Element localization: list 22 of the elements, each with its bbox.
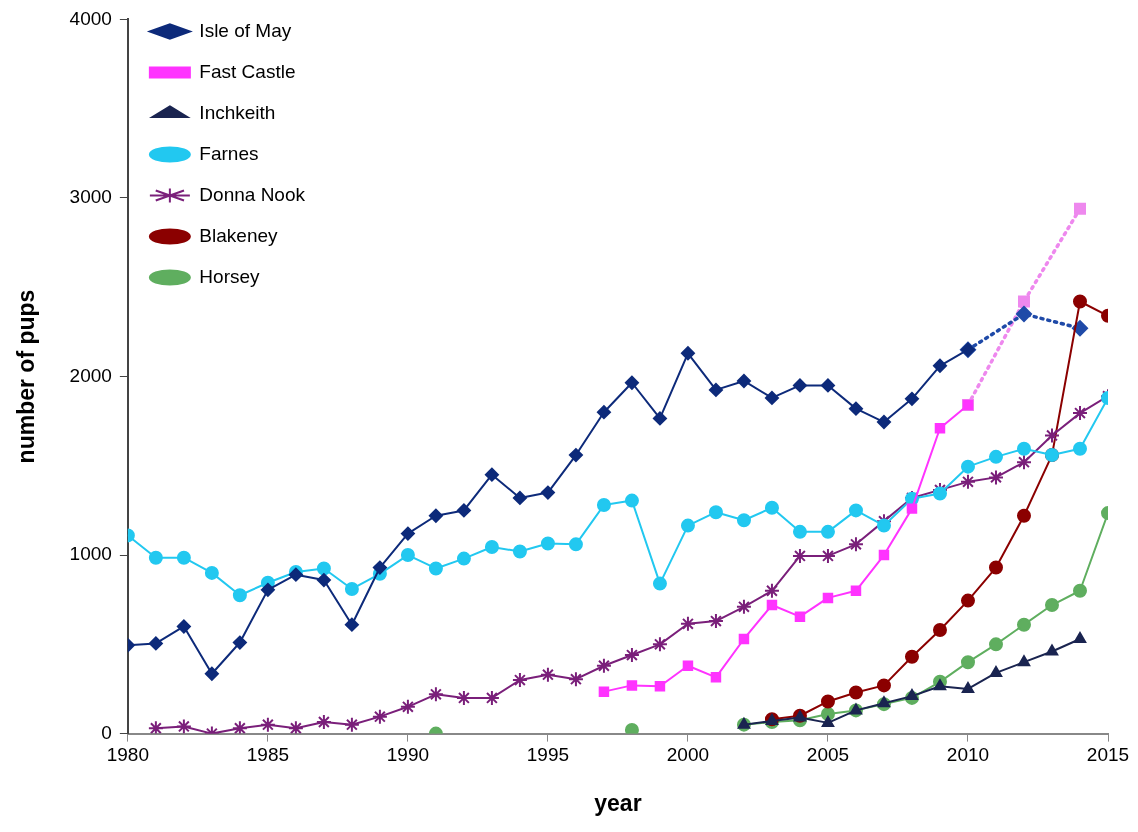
y-tick-label: 2000	[69, 364, 112, 386]
x-tick-label: 2010	[946, 744, 990, 766]
x-tick-label: 1985	[246, 744, 290, 766]
y-tick-label: 4000	[69, 7, 112, 29]
y-tick-label: 3000	[69, 186, 112, 208]
x-axis-title: year	[594, 789, 642, 816]
legend-label: Blakeney	[199, 224, 279, 246]
legend-label: Fast Castle	[199, 60, 296, 82]
x-tick-label: 2005	[806, 744, 850, 766]
y-tick-label: 0	[101, 721, 112, 743]
x-tick-label: 1980	[106, 744, 150, 766]
legend-label: Inchkeith	[199, 101, 276, 123]
legend-label: Isle of May	[199, 19, 292, 41]
legend-label: Horsey	[199, 265, 261, 287]
y-tick-label: 1000	[69, 543, 112, 565]
x-tick-label: 2000	[666, 744, 710, 766]
x-tick-label: 1990	[386, 744, 430, 766]
x-tick-label: 1995	[526, 744, 570, 766]
y-axis-title: number of pups	[13, 289, 40, 464]
legend-label: Donna Nook	[199, 183, 306, 205]
legend-label: Farnes	[199, 142, 259, 164]
x-tick-label: 2015	[1086, 744, 1130, 766]
